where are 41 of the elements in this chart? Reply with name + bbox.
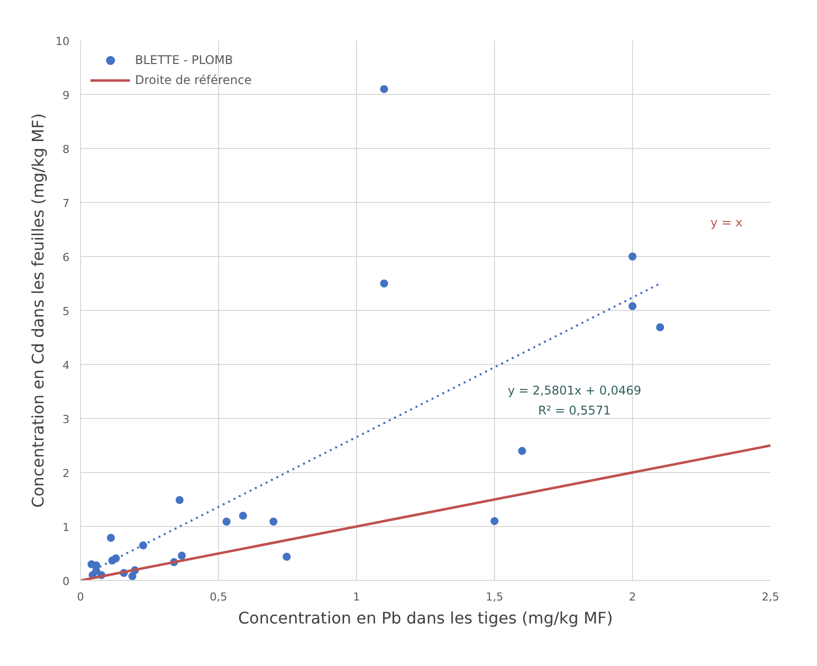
point [178,552,186,560]
point [106,534,115,542]
y-tick-label: 5 [62,305,70,318]
point [656,323,664,332]
point [518,446,526,455]
point [222,518,231,526]
point [176,496,184,504]
point [239,512,248,520]
point [269,518,278,526]
x-tick-label: 2 [629,590,636,604]
y-tick-label: 1 [62,521,70,534]
point [490,517,498,526]
point [380,85,388,94]
x-tick-label: 0 [77,590,84,604]
annotation: y = 2,5801x + 0,0469 [508,384,642,398]
x-tick-label: 1 [353,590,360,604]
y-tick-label: 2 [62,467,70,480]
annotation: R² = 0,5571 [538,404,611,418]
x-tick-label: 2,5 [762,590,780,604]
x-tick-label: 1,5 [486,590,504,604]
legend-label: BLETTE - PLOMB [135,53,234,67]
point [139,541,148,550]
y-tick-label: 4 [62,359,70,372]
point [380,280,388,288]
y-tick-label: 10 [56,35,70,48]
y-axis-title: Concentration en Cd dans les feuilles (mg/kg MF) [28,113,48,508]
y-tick-label: 9 [62,89,70,102]
point [628,302,636,310]
point [628,252,636,260]
legend-label: Droite de référence [135,73,252,87]
annotation: y = x [710,216,742,230]
y-tick-label: 3 [62,413,70,426]
y-tick-label: 7 [62,197,70,210]
point [112,554,120,562]
x-tick-label: 0,5 [210,590,228,604]
y-tick-label: 0 [62,575,70,588]
y-tick-label: 6 [62,251,70,264]
y-tick-label: 8 [62,143,70,156]
x-axis-title: Concentration en Pb dans les tiges (mg/kg MF) [238,608,613,628]
point [128,572,136,580]
point [282,552,291,561]
